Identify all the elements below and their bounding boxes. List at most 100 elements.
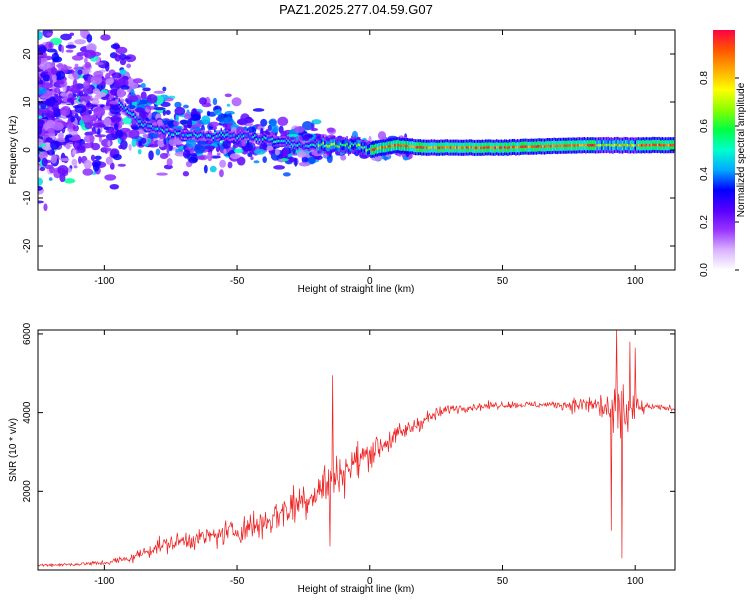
spectral-blob [182,104,189,109]
ridge-core [295,144,297,147]
spectral-blob [55,79,65,85]
ridge-core [376,147,379,150]
ridge-core [308,145,310,148]
spectral-blob [267,124,272,132]
spectral-blob [190,154,199,163]
ridge-core [596,144,598,147]
ridge-core [150,125,152,128]
ridge-core [274,140,277,143]
ridge-core [344,144,347,147]
spectral-blob [38,156,41,163]
ridge-core [660,144,662,147]
ridge-core [255,138,257,141]
spectral-blob [204,145,216,150]
ridge-core [187,134,189,137]
ridge-core [327,145,329,148]
ridge-core [266,138,269,141]
y-tick-label: -10 [22,190,33,205]
ridge-core [421,146,423,149]
ridge-core [504,146,506,149]
ridge-core [636,144,638,147]
spectral-blob [73,142,78,151]
ridge-core [152,127,154,130]
ridge-core [357,143,359,146]
spectral-blob [63,66,72,70]
spectral-blob [66,123,74,130]
spectral-blob [90,154,96,162]
spectral-blob [377,131,387,141]
ridge-core [410,145,412,148]
ridge-core [236,136,238,140]
spectral-blob [252,108,265,112]
spectral-blob [111,72,122,79]
ridge-core [293,143,296,146]
spectral-blob [101,96,109,101]
ridge-core [457,146,460,149]
ridge-core [656,143,659,147]
ridge-core [169,131,171,134]
ridge-core [534,145,536,148]
ridge-core [494,146,496,149]
spectral-blob [193,144,206,154]
spectral-blob [43,203,48,212]
spectral-blob [105,156,113,165]
spectral-blob [209,155,221,159]
ridge-core [437,146,439,149]
spectral-blob [46,32,53,37]
ridge-core [403,144,406,148]
ridge-core [518,146,520,149]
ridge-core [613,143,616,147]
ridge-core [542,145,544,148]
ridge-core [435,146,437,150]
ridge-core [252,135,254,139]
spectral-blob [103,117,112,127]
spectrogram-heatmap [38,30,675,212]
ridge-core [637,143,640,147]
ridge-core [134,116,136,119]
ridge-core [658,143,660,147]
ridge-core [333,142,336,145]
spectral-blob [224,110,235,115]
ridge-core [362,146,364,150]
spectral-blob [53,87,61,94]
spectral-blob [222,123,228,128]
ridge-core [360,146,363,149]
spectral-blob [84,121,92,130]
ridge-core [123,107,125,111]
spectral-blob [155,148,161,156]
ridge-core [585,144,587,147]
ridge-core [441,146,444,149]
spectral-blob [277,116,289,127]
ridge-core [180,133,183,136]
spectral-blob [175,113,179,123]
spectral-blob [51,73,57,82]
ridge-core [539,145,541,148]
spectral-blob [113,123,119,131]
ridge-core [124,106,127,110]
ridge-core [448,146,450,149]
ridge-core [373,148,375,151]
spectral-blob [55,70,66,81]
ridge-core [261,138,264,141]
ridge-core [456,146,458,149]
ridge-core [459,146,461,149]
ridge-core [496,145,498,149]
ridge-core [545,145,547,148]
spectral-blob [59,173,66,183]
spectral-blob [82,168,94,176]
ridge-core [276,140,278,143]
ridge-core [513,145,515,149]
spectral-blob [187,118,193,128]
spectral-blob [38,165,41,170]
colorbar-tick-label: 0.2 [699,215,710,229]
ridge-core [449,146,452,149]
ridge-core [179,135,181,138]
ridge-core [217,134,219,138]
ridge-core [220,131,222,134]
ridge-core [648,144,651,147]
spectral-blob [66,134,73,138]
spectral-blob [69,32,75,36]
colorbar-tick-label: 0.0 [699,263,710,277]
ridge-core [547,144,549,148]
spectral-blob [91,99,100,105]
